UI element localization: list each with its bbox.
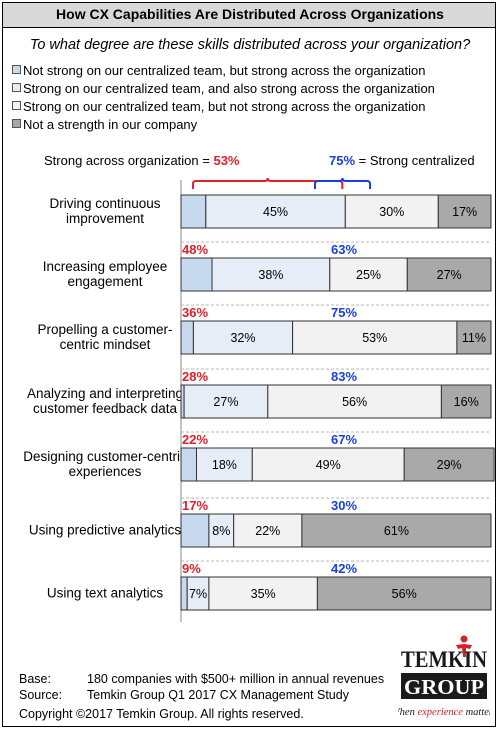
strong-centralized-value: 83% <box>331 369 357 384</box>
base-text: 180 companies with $500+ million in annu… <box>87 672 385 686</box>
legend-swatch <box>12 65 21 74</box>
logo-line2: GROUP <box>404 675 484 699</box>
bar-segment <box>180 576 188 611</box>
bar-segment <box>406 257 492 292</box>
segment-label: 53% <box>362 331 387 345</box>
strong-across-org-value: 17% <box>182 498 208 513</box>
bar-segment <box>233 513 303 548</box>
category-label: experiences <box>69 464 142 479</box>
strong-across-org-value: 48% <box>182 242 208 257</box>
legend-label: Not a strength in our company <box>23 117 198 132</box>
segment-label: 61% <box>384 524 409 538</box>
strong-across-org-value: 22% <box>182 432 208 447</box>
source-label: Source: <box>19 688 63 702</box>
segment-label: 35% <box>251 587 276 601</box>
category-label: customer feedback data <box>33 401 178 416</box>
annotation-left: Strong across organization = 53% <box>44 153 240 168</box>
segment-label: 8% <box>212 524 230 538</box>
segment-label: 7% <box>189 587 207 601</box>
segment-label: 18% <box>212 458 237 472</box>
chart-title: How CX Capabilities Are Distributed Acro… <box>56 6 444 22</box>
strong-centralized-value: 30% <box>331 498 357 513</box>
category-label: Using predictive analytics <box>29 523 182 538</box>
bar-segment <box>316 576 492 611</box>
chart-frame <box>2 2 496 727</box>
legend-label: Strong on our centralized team, but not … <box>23 99 426 114</box>
base-label: Base: <box>19 672 51 686</box>
segment-label: 49% <box>316 458 341 472</box>
temkin-group-logo: TEMKIN GROUP When experience matters <box>398 635 490 718</box>
logo-tagline: When experience matters <box>398 707 490 718</box>
category-label: Designing customer-centric <box>23 449 187 464</box>
bar-segment <box>180 320 194 355</box>
bar-segment <box>440 384 492 419</box>
legend-label: Strong on our centralized team, and also… <box>23 81 435 96</box>
strong-centralized-value: 42% <box>331 561 357 576</box>
legend-swatch <box>12 83 21 92</box>
bar-segment <box>456 320 492 355</box>
logo-band <box>401 673 487 699</box>
bar-segment <box>180 194 207 229</box>
category-label: Increasing employee <box>43 259 168 274</box>
bar-segment <box>180 513 210 548</box>
legend-swatch <box>12 119 21 128</box>
strong-centralized-value: 63% <box>331 242 357 257</box>
copyright: Copyright ©2017 Temkin Group. All rights… <box>19 707 304 721</box>
source-text: Temkin Group Q1 2017 CX Management Study <box>87 688 349 702</box>
bar-segment <box>183 384 269 419</box>
strong-across-org-value: 28% <box>182 369 208 384</box>
bar-segment <box>211 257 331 292</box>
segment-label: 56% <box>342 395 367 409</box>
strong-centralized-value: 67% <box>331 432 357 447</box>
segment-label: 27% <box>437 268 462 282</box>
category-label: Using text analytics <box>47 586 164 601</box>
title-bar <box>3 3 495 28</box>
legend-label: Not strong on our centralized team, but … <box>23 63 426 78</box>
bar-segment <box>205 194 346 229</box>
segment-label: 27% <box>213 395 238 409</box>
segment-label: 45% <box>263 205 288 219</box>
brace-strong-across-org <box>192 177 344 189</box>
category-label: engagement <box>67 274 142 289</box>
brace-strong-centralized <box>314 177 371 189</box>
segment-label: 17% <box>452 205 477 219</box>
logo-line1: TEMKIN <box>401 647 487 672</box>
segment-label: 29% <box>437 458 462 472</box>
segment-label: 22% <box>255 524 280 538</box>
strong-across-org-value: 9% <box>182 561 201 576</box>
footer-source: Source: Temkin Group Q1 2017 CX Manageme… <box>19 688 349 702</box>
segment-label: 25% <box>356 268 381 282</box>
category-label: Analyzing and interpreting <box>27 386 183 401</box>
strong-centralized-value: 75% <box>331 305 357 320</box>
segment-label: 32% <box>230 331 255 345</box>
category-label: improvement <box>66 211 144 226</box>
bar-segment <box>344 194 439 229</box>
chart-subtitle: To what degree are these skills distribu… <box>29 37 471 53</box>
annotation-right: 75% = Strong centralized <box>329 153 475 168</box>
footer-base: Base: 180 companies with $500+ million i… <box>19 672 384 686</box>
bar-segment <box>403 447 495 482</box>
segment-label: 30% <box>379 205 404 219</box>
segment-label: 38% <box>258 268 283 282</box>
bar-segment <box>180 447 197 482</box>
bar-segment <box>196 447 253 482</box>
bar-segment <box>192 320 294 355</box>
bar-segment <box>292 320 458 355</box>
bar-segment <box>301 513 492 548</box>
bar-segment <box>437 194 492 229</box>
person-icon <box>456 635 472 657</box>
category-label: centric mindset <box>60 337 151 352</box>
category-label: Driving continuous <box>49 196 160 211</box>
legend-swatch <box>12 101 21 110</box>
segment-label: 56% <box>392 587 417 601</box>
category-label: Propelling a customer- <box>37 322 172 337</box>
strong-across-org-value: 36% <box>182 305 208 320</box>
bar-segment <box>208 513 235 548</box>
bar-segment <box>267 384 442 419</box>
segment-label: 16% <box>454 395 479 409</box>
bar-segment <box>180 257 213 292</box>
segment-label: 11% <box>462 331 486 345</box>
